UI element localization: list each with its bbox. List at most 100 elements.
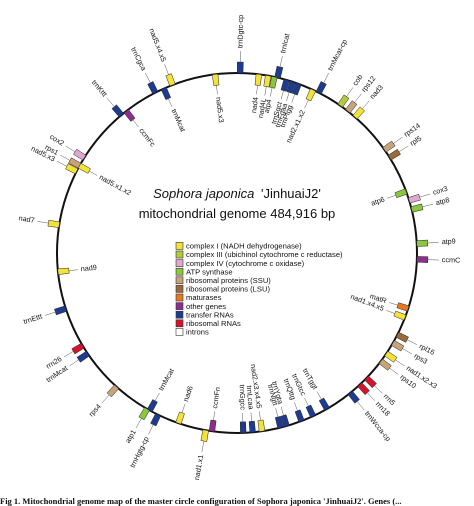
gene-label-nad5-x3-inside-0: nad5.x3 bbox=[214, 97, 226, 123]
legend-label-maturases: maturases bbox=[186, 293, 222, 302]
gene-block-atp4-inside-3 bbox=[269, 76, 278, 89]
gene-label-trndgtc-cp-outside-0: trnDgtc-cp bbox=[235, 15, 245, 48]
gene-leader-nad5-x3-outside-27 bbox=[56, 161, 67, 167]
gene-label-ccmc-outside-11: ccmC bbox=[442, 255, 461, 265]
gene-leader-ccmfn-inside-20 bbox=[213, 411, 215, 421]
legend-swatch-ribosomal-rnas bbox=[175, 319, 184, 328]
gene-label-atp4-inside-3: atp4 bbox=[262, 98, 274, 114]
gene-block-trnmcat-cp-outside-2 bbox=[315, 81, 327, 95]
gene-block-cob-outside-3 bbox=[337, 94, 350, 108]
gene-leader-trngtcc-inside-12 bbox=[304, 397, 309, 407]
center-title: Sophora japonica 'JinhuaiJ2' mitochondri… bbox=[139, 186, 336, 221]
gene-leader-trnfgaa-inside-5 bbox=[286, 92, 290, 101]
gene-label-atp6-inside-8: atp6 bbox=[370, 195, 386, 208]
gene-block-trncgca-outside-31 bbox=[147, 81, 159, 95]
gene-label-rps4-outside-22: rps4 bbox=[87, 402, 103, 418]
gene-leader-trnqttg-inside-13 bbox=[294, 402, 298, 411]
gene-block-trnicat-outside-1 bbox=[274, 65, 284, 79]
gene-block-atp1-outside-21 bbox=[138, 407, 150, 421]
gene-block-trnptgg-inside-6 bbox=[291, 82, 302, 96]
gene-leader-nad1-x1-outside-19 bbox=[201, 441, 205, 452]
legend-swatch-atp-synthase bbox=[175, 267, 184, 276]
gene-block-trngtcc-inside-12 bbox=[305, 404, 316, 418]
gene-label-nad9-inside-22: nad9 bbox=[80, 263, 97, 274]
gene-block-rrn5-outside-16 bbox=[364, 375, 377, 389]
gene-block-nad1-x1-outside-19 bbox=[200, 429, 209, 442]
gene-leader-rrn18-outside-17 bbox=[367, 392, 375, 401]
legend-swatch-other-genes bbox=[175, 302, 184, 310]
gene-block-trnettt-outside-25 bbox=[54, 305, 68, 316]
gene-block-cox3-outside-8 bbox=[407, 193, 421, 204]
gene-leader-rpl5-outside-7 bbox=[398, 145, 409, 152]
legend-label-ribosomal-rnas: ribosomal RNAs bbox=[186, 319, 241, 328]
gene-label-nad7-outside-26: nad7 bbox=[18, 213, 35, 224]
gene-block-nad2-x1-x2-inside-7 bbox=[305, 88, 316, 102]
gene-leader-trnettt-outside-25 bbox=[44, 311, 56, 316]
gene-leader-rps12-outside-4 bbox=[354, 93, 362, 103]
legend-label-complex-i-nadh-dehydrogenase-: complex I (NADH dehydrogenase) bbox=[186, 242, 302, 251]
legend-label-complex-iii-ubichinol-cytochrome-c-reductase-: complex III (ubichinol cytochrome c redu… bbox=[186, 250, 343, 259]
gene-block-nad1-x2-x3-outside-14 bbox=[384, 350, 398, 363]
legend-label-transfer-rnas: transfer RNAs bbox=[186, 310, 234, 319]
gene-block-trnygta-inside-14 bbox=[280, 414, 290, 428]
gene-block-ccmc-outside-11 bbox=[416, 256, 429, 263]
cultivar-name: 'JinhuaiJ2' bbox=[261, 186, 321, 201]
gene-block-rpl5-outside-7 bbox=[387, 148, 401, 161]
legend-swatch-transfer-rnas bbox=[175, 310, 184, 319]
gene-block-trnmcat-inside-25 bbox=[160, 87, 172, 101]
gene-leader-nad1-x2-x3-outside-14 bbox=[395, 359, 405, 367]
gene-label-trnmcat-inside-21: trnMcat bbox=[156, 367, 175, 392]
legend-label-other-genes: other genes bbox=[186, 302, 226, 311]
gene-leader-cox2-outside-29 bbox=[65, 145, 76, 152]
gene-leader-trnmcat-outside-23 bbox=[69, 359, 79, 367]
gene-label-atp1-outside-21: atp1 bbox=[123, 428, 138, 445]
gene-block-nad9-inside-22 bbox=[57, 267, 70, 275]
gene-block-trnqttg-inside-13 bbox=[294, 409, 305, 423]
gene-label-trncgca-outside-31: trnCgca bbox=[129, 46, 148, 73]
gene-block-trnwcca-cp-outside-18 bbox=[347, 390, 360, 404]
gene-label-nad5-x4-x5-outside-32: nad5.x4.x5 bbox=[147, 27, 168, 63]
gene-label-nad5-x1-x2-inside-23: nad5.x1.x2 bbox=[98, 172, 133, 197]
gene-leader-trnsgct-inside-4 bbox=[280, 90, 284, 100]
gene-leader-nad3-outside-5 bbox=[362, 100, 370, 110]
legend-label-atp-synthase: ATP synthase bbox=[186, 267, 233, 276]
gene-leader-trnmcat-inside-25 bbox=[168, 98, 173, 107]
gene-leader-nad2-x1-x2-inside-7 bbox=[304, 99, 309, 109]
gene-leader-rps1-outside-28 bbox=[60, 154, 71, 161]
gene-leader-nad6-inside-19 bbox=[181, 404, 186, 413]
gene-leader-nad5-x4-x5-outside-32 bbox=[164, 64, 169, 75]
gene-block-atp8-outside-9 bbox=[410, 203, 424, 213]
legend-swatch-complex-i-nadh-dehydrogenase- bbox=[175, 242, 184, 250]
gene-block-rps4-outside-22 bbox=[106, 384, 120, 398]
genome-subtitle: mitochondrial genome 484,916 bp bbox=[139, 206, 336, 221]
gene-leader-rps4-outside-22 bbox=[101, 394, 110, 404]
gene-block-ccmfn-inside-20 bbox=[208, 419, 217, 432]
gene-block-nad5-x1-x2-inside-23 bbox=[77, 162, 91, 174]
gene-leader-nad5-x1-x2-inside-23 bbox=[89, 170, 98, 176]
gene-leader-nad2-x3-x4-x5-inside-16 bbox=[259, 411, 261, 421]
gene-block-rps3-outside-13 bbox=[391, 340, 405, 352]
gene-label-trnmcat-inside-25: trnMcat bbox=[170, 108, 188, 134]
gene-block-trnggcc-inside-18 bbox=[239, 421, 247, 434]
gene-label-ccmfn-inside-20: ccmFn bbox=[210, 386, 222, 409]
gene-leader-trnicat-outside-1 bbox=[279, 56, 283, 67]
legend-label-complex-iv-cytochrome-c-oxidase-: complex IV (cytochrome c oxidase) bbox=[186, 259, 305, 268]
gene-block-nad7-outside-26 bbox=[47, 219, 60, 228]
gene-leader-trnwcca-cp-outside-18 bbox=[357, 401, 365, 411]
gene-block-rps10-outside-15 bbox=[378, 358, 392, 371]
gene-block-trnmcat-outside-23 bbox=[76, 350, 90, 363]
gene-block-atp9-outside-10 bbox=[416, 239, 429, 247]
gene-block-rrn26-outside-24 bbox=[71, 342, 85, 355]
gene-leader-cob-outside-3 bbox=[346, 87, 354, 97]
gene-block-nad5-x4-x5-outside-32 bbox=[165, 73, 176, 87]
legend-swatch-ribosomal-proteins-ssu- bbox=[175, 276, 184, 285]
gene-block-nad1-x4-x5-inside-10 bbox=[393, 310, 407, 321]
gene-leader-cox3-outside-8 bbox=[419, 193, 431, 198]
gene-leader-nad4l-inside-2 bbox=[264, 86, 267, 96]
gene-leader-trnngtt-inside-15 bbox=[275, 408, 279, 418]
genome-circle bbox=[56, 72, 418, 434]
legend-swatch-complex-iii-ubichinol-cytochrome-c-reductase- bbox=[175, 250, 184, 259]
gene-label-ccmfc-inside-24: ccmFc bbox=[137, 126, 157, 149]
gene-block-trnmcat-inside-21 bbox=[146, 399, 158, 413]
